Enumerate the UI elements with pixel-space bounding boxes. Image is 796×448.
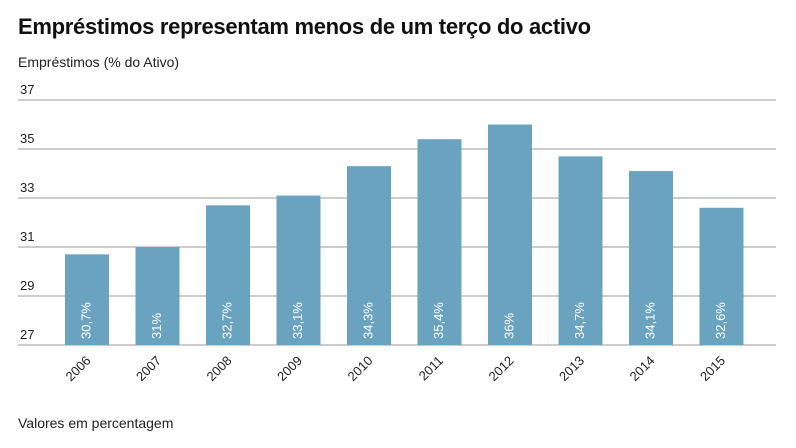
bar-2011 <box>417 139 462 345</box>
bar-value-labels: 30,7% 31% 32,7% 33,1% 34,3% 35,4% 36% 34,7% 34,1… <box>78 302 728 339</box>
y-tick-label: 31 <box>20 229 34 244</box>
y-tick-label: 33 <box>20 180 34 195</box>
bar-2010 <box>347 166 391 345</box>
bar-2006 <box>65 254 109 345</box>
bar-value-label: 33,1% <box>290 302 305 339</box>
bar-value-label: 34,1% <box>642 302 657 339</box>
bar-2014 <box>629 171 673 345</box>
x-tick-label: 2010 <box>344 353 375 384</box>
x-tick-label: 2007 <box>133 353 164 384</box>
bar-value-label: 34,3% <box>360 302 375 339</box>
y-tick-labels: 27 29 31 33 35 37 <box>20 82 34 342</box>
bar-2013 <box>558 156 603 345</box>
bar-value-label: 34,7% <box>572 302 587 339</box>
bar-value-label: 36% <box>501 313 516 339</box>
bar-2009 <box>276 195 321 345</box>
x-tick-labels: 2006 2007 2008 2009 2010 2011 2012 2013 2014 2015 <box>62 353 728 384</box>
footnote: Valores em percentagem <box>18 415 174 431</box>
bar-2007 <box>135 247 180 345</box>
x-tick-label: 2015 <box>697 353 728 384</box>
y-tick-label: 35 <box>20 131 34 146</box>
bar-value-label: 30,7% <box>78 302 93 339</box>
x-tick-label: 2009 <box>274 353 305 384</box>
bar-value-label: 32,7% <box>219 302 234 339</box>
chart-title: Empréstimos representam menos de um terç… <box>18 14 591 39</box>
bar-value-label: 32,6% <box>713 302 728 339</box>
y-tick-label: 37 <box>20 82 34 97</box>
bar-2015 <box>699 207 744 345</box>
y-axis-label: Empréstimos (% do Ativo) <box>18 54 180 70</box>
x-tick-label: 2013 <box>556 353 587 384</box>
x-tick-label: 2014 <box>626 353 657 384</box>
x-tick-label: 2006 <box>62 353 93 384</box>
y-tick-label: 27 <box>20 327 34 342</box>
bar-2008 <box>206 205 250 345</box>
y-tick-label: 29 <box>20 278 34 293</box>
bars <box>65 124 744 345</box>
x-tick-label: 2012 <box>485 353 516 384</box>
bar-value-label: 31% <box>149 313 164 339</box>
x-tick-label: 2011 <box>416 353 446 383</box>
bar-value-label: 35,4% <box>431 302 446 339</box>
bar-2012 <box>488 124 532 345</box>
x-tick-label: 2008 <box>203 353 234 384</box>
